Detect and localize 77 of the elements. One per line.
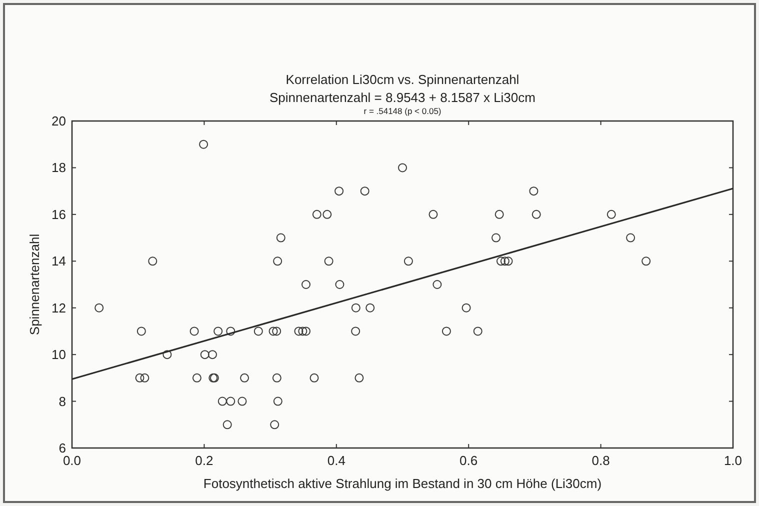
- point: [270, 420, 280, 430]
- point: [94, 303, 104, 312]
- point: [226, 396, 236, 406]
- point: [276, 233, 286, 242]
- x-tick-label: 0.2: [195, 453, 214, 468]
- y-tick-label: 12: [52, 300, 66, 316]
- point: [606, 210, 616, 219]
- point: [272, 373, 282, 382]
- point: [136, 326, 146, 336]
- x-tick-label: 1.0: [724, 453, 742, 468]
- point: [442, 326, 451, 336]
- point: [190, 326, 199, 336]
- point: [240, 373, 250, 382]
- x-axis-title: Fotosynthetisch aktive Strahlung im Bestand in 30 cm Höhe (Li30cm): [203, 476, 602, 491]
- chart-subtitle: Spinnenartenzahl = 8.9543 + 8.1587 x Li30cm: [270, 90, 536, 105]
- x-tick-label: 0.0: [62, 453, 82, 468]
- point: [294, 326, 304, 336]
- y-tick-label: 6: [58, 440, 66, 456]
- point: [504, 256, 513, 266]
- point: [500, 256, 510, 266]
- point: [200, 350, 210, 360]
- point: [324, 256, 334, 266]
- point: [301, 326, 310, 336]
- point: [360, 186, 370, 196]
- point: [135, 373, 144, 382]
- point: [462, 303, 471, 312]
- x-tick-label: 0.4: [327, 453, 346, 468]
- point: [494, 210, 504, 219]
- point: [404, 256, 413, 266]
- point: [226, 326, 236, 336]
- text: r = .54148 (p < 0.05): [364, 106, 442, 116]
- point: [301, 280, 310, 289]
- point: [398, 163, 407, 172]
- point: [222, 420, 232, 430]
- y-tick-label: 16: [52, 206, 66, 222]
- point: [272, 326, 282, 336]
- x-tick-label: 0.8: [592, 453, 610, 468]
- point: [199, 140, 208, 149]
- point: [140, 373, 150, 382]
- point: [192, 373, 202, 382]
- point: [238, 396, 247, 406]
- point: [254, 326, 263, 336]
- point: [532, 210, 541, 219]
- point: [496, 256, 506, 266]
- point: [273, 396, 282, 406]
- point: [214, 326, 223, 336]
- y-tick-label: 8: [58, 394, 66, 409]
- point: [310, 373, 319, 382]
- point: [351, 303, 360, 312]
- y-tick-label: 10: [52, 347, 66, 362]
- y-tick-label: 14: [52, 254, 66, 269]
- chart-title: Korrelation Li30cm vs. Spinnenartenzahl: [286, 72, 520, 87]
- point: [148, 256, 158, 266]
- point: [312, 210, 322, 219]
- point: [354, 373, 364, 382]
- point: [351, 326, 360, 336]
- point: [298, 326, 308, 336]
- point: [218, 396, 227, 406]
- point: [208, 350, 217, 360]
- point: [268, 326, 278, 336]
- point: [273, 256, 282, 266]
- point: [334, 186, 344, 196]
- point: [626, 233, 636, 242]
- point: [335, 280, 344, 289]
- point: [492, 233, 501, 242]
- point: [162, 350, 172, 360]
- point: [529, 186, 538, 196]
- point: [428, 210, 438, 219]
- point: [473, 326, 482, 336]
- x-tick-label: 0.6: [460, 453, 478, 468]
- y-axis-title: Spinnenartenzahl: [27, 234, 42, 336]
- point: [642, 256, 651, 266]
- point: [432, 280, 442, 289]
- point: [366, 303, 375, 312]
- y-tick-label: 18: [52, 160, 66, 176]
- point: [322, 210, 332, 219]
- y-tick-label: 20: [52, 114, 66, 128]
